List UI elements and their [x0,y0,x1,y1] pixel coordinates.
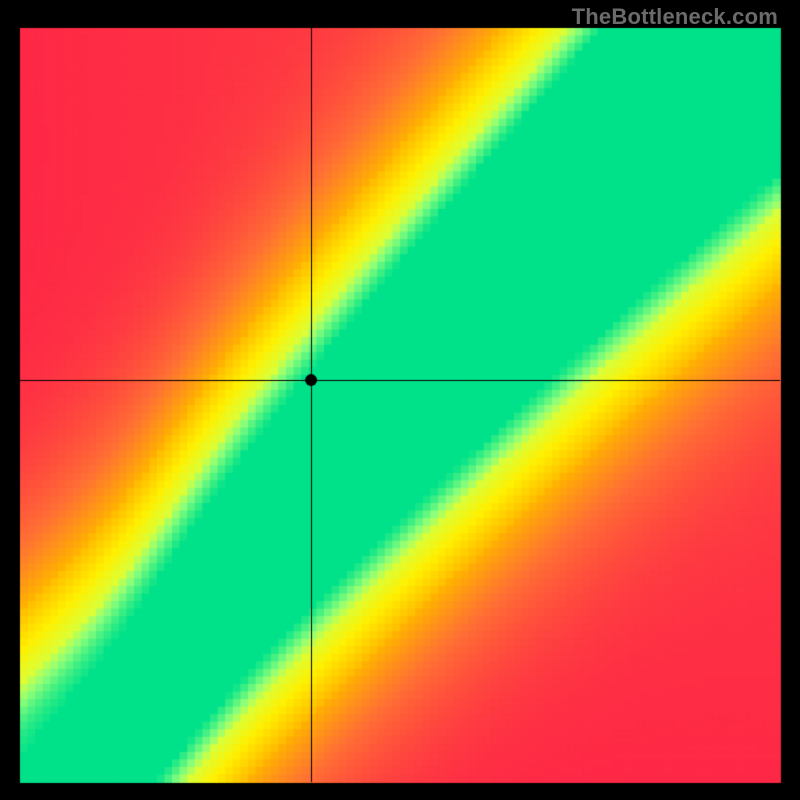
heatmap-canvas [0,0,800,800]
chart-stage: TheBottleneck.com [0,0,800,800]
